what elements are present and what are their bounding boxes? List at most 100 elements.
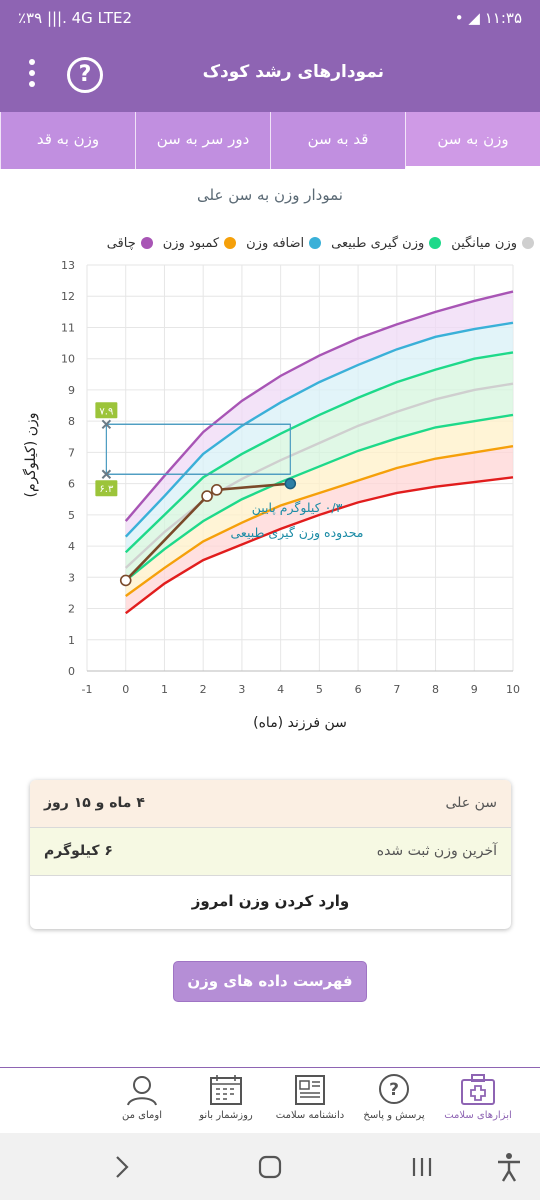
system-navigation-bar bbox=[0, 1133, 540, 1200]
series-line bbox=[124, 382, 514, 569]
legend-label: وزن گیری طبیعی bbox=[331, 235, 425, 251]
chart-band bbox=[125, 383, 514, 581]
y-tick-label: 13 bbox=[61, 259, 75, 272]
child-weight-series bbox=[119, 477, 297, 587]
range-badge bbox=[95, 402, 118, 419]
nav-item-encyclopedia[interactable]: دانشنامه سلامت bbox=[268, 1068, 352, 1133]
first-aid-kit-icon bbox=[461, 1074, 495, 1105]
legend-dot bbox=[429, 237, 442, 249]
tab-height-for-age[interactable]: قد به سن bbox=[270, 112, 405, 169]
accessibility-icon[interactable] bbox=[496, 1152, 522, 1182]
legend-label: چاقی bbox=[106, 235, 136, 251]
info-card: سن علی ۴ ماه و ۱۵ روز آخرین وزن ثبت شده … bbox=[30, 780, 511, 929]
x-tick-label: 0 bbox=[122, 683, 129, 696]
y-tick-label: 9 bbox=[68, 384, 75, 397]
app-bar: ? نمودارهای رشد کودک bbox=[0, 36, 540, 112]
x-tick-label: 6 bbox=[355, 683, 362, 696]
chart-annotation-line1: ۰/۳ کیلوگرم پایین bbox=[252, 500, 343, 516]
calendar-icon bbox=[210, 1075, 242, 1105]
nav-item-qa[interactable]: ? پرسش و پاسخ bbox=[352, 1068, 436, 1133]
x-tick-label: 7 bbox=[393, 683, 400, 696]
help-circle-icon[interactable]: ? bbox=[67, 57, 103, 93]
range-marker-x bbox=[101, 419, 112, 429]
range-badge-label: ۶.۳ bbox=[99, 484, 114, 495]
y-tick-label: 10 bbox=[61, 353, 75, 366]
legend-item-average[interactable]: وزن میانگین bbox=[451, 236, 534, 251]
series-line bbox=[124, 351, 514, 554]
more-vert-icon[interactable] bbox=[25, 56, 39, 96]
svg-text:?: ? bbox=[389, 1080, 399, 1100]
recents-icon[interactable] bbox=[410, 1155, 434, 1179]
child-weight-point bbox=[210, 484, 223, 496]
x-tick-label: 3 bbox=[238, 683, 245, 696]
legend-item-underweight[interactable]: کمبود وزن bbox=[163, 236, 237, 251]
age-value: ۴ ماه و ۱۵ روز bbox=[44, 795, 145, 811]
range-badge bbox=[95, 480, 118, 497]
chart-band bbox=[125, 352, 514, 568]
child-weight-point-latest bbox=[284, 477, 297, 490]
legend-item-obesity[interactable]: چاقی bbox=[107, 236, 153, 251]
last-weight-row: آخرین وزن ثبت شده ۶ کیلوگرم bbox=[30, 828, 511, 876]
nav-label: ابزارهای سلامت bbox=[444, 1110, 512, 1121]
x-tick-label: 2 bbox=[200, 683, 207, 696]
legend-dot bbox=[522, 237, 534, 249]
child-weight-point bbox=[119, 574, 132, 587]
y-tick-label: 2 bbox=[68, 603, 75, 616]
chart-bands bbox=[125, 291, 514, 614]
tab-weight-for-height[interactable]: وزن به قد bbox=[0, 112, 135, 169]
x-tick-label: 4 bbox=[277, 683, 284, 696]
home-square-icon[interactable] bbox=[258, 1155, 282, 1179]
chart-title: نمودار وزن به سن علی bbox=[197, 186, 343, 204]
age-row: سن علی ۴ ماه و ۱۵ روز bbox=[30, 780, 511, 828]
x-tick-label: -1 bbox=[82, 683, 93, 696]
chart-band bbox=[125, 414, 514, 597]
legend-dot bbox=[224, 237, 237, 249]
series-line bbox=[124, 413, 514, 582]
x-tick-label: 1 bbox=[161, 683, 168, 696]
chart-legend: چاقی کمبود وزن اضافه وزن وزن گیری طبیعی … bbox=[97, 232, 534, 254]
bottom-navigation: ابزارهای سلامت ? پرسش و پاسخ دانشنامه سل… bbox=[0, 1067, 540, 1133]
legend-dot bbox=[309, 237, 322, 249]
nav-item-health-tools[interactable]: ابزارهای سلامت bbox=[436, 1068, 520, 1133]
page-title: نمودارهای رشد کودک bbox=[202, 62, 384, 82]
x-tick-label: 5 bbox=[316, 683, 323, 696]
range-badge-label: ۷.۹ bbox=[99, 406, 113, 417]
chart-band bbox=[125, 291, 514, 537]
nav-item-calendar[interactable]: روزشمار بانو bbox=[184, 1068, 268, 1133]
nav-label: اومای من bbox=[122, 1110, 162, 1121]
nav-label: روزشمار بانو bbox=[199, 1110, 253, 1121]
y-tick-label: 8 bbox=[68, 415, 75, 428]
legend-item-overweight[interactable]: اضافه وزن bbox=[246, 235, 322, 251]
x-tick-label: 8 bbox=[432, 683, 439, 696]
legend-label: وزن میانگین bbox=[451, 235, 517, 251]
range-marker-x bbox=[101, 469, 112, 479]
tab-weight-for-age[interactable]: وزن به سن bbox=[405, 112, 540, 169]
nav-item-profile[interactable]: اومای من bbox=[100, 1068, 184, 1133]
enter-today-weight-button[interactable]: وارد کردن وزن امروز bbox=[191, 892, 350, 910]
y-tick-label: 7 bbox=[68, 446, 75, 459]
series-line bbox=[124, 476, 514, 615]
series-line bbox=[124, 321, 514, 538]
tab-bar: وزن به سن قد به سن دور سر به سن وزن به ق… bbox=[0, 112, 540, 169]
chevron-right-icon[interactable] bbox=[112, 1155, 132, 1179]
y-tick-label: 12 bbox=[61, 290, 75, 303]
child-weight-point bbox=[201, 490, 213, 502]
chart-xlabel: سن فرزند (ماه) bbox=[253, 715, 347, 731]
x-tick-label: 10 bbox=[506, 683, 520, 696]
weight-for-age-chart[interactable]: ۷.۹۶.۳ -1 0 1 2 3 4 5 6 7 8 9 10012345678910111213 … bbox=[0, 255, 540, 755]
weight-data-list-button[interactable]: فهرست داده های وزن علی bbox=[173, 961, 367, 1029]
nav-label: دانشنامه سلامت bbox=[275, 1110, 345, 1121]
y-tick-label: 11 bbox=[61, 321, 75, 334]
legend-item-normal-gain[interactable]: وزن گیری طبیعی bbox=[331, 235, 442, 251]
chart-band bbox=[125, 446, 514, 614]
legend-label: اضافه وزن bbox=[246, 235, 305, 251]
status-bar-right: • ◢ ۱۱:۳۵ bbox=[454, 9, 522, 27]
y-tick-label: 3 bbox=[68, 571, 75, 584]
newspaper-icon bbox=[295, 1075, 325, 1105]
series-line bbox=[124, 290, 514, 522]
nav-label: پرسش و پاسخ bbox=[363, 1110, 425, 1121]
age-label: سن علی bbox=[445, 795, 498, 811]
tab-head-circumference-for-age[interactable]: دور سر به سن bbox=[135, 112, 270, 169]
chart-band bbox=[125, 322, 514, 553]
